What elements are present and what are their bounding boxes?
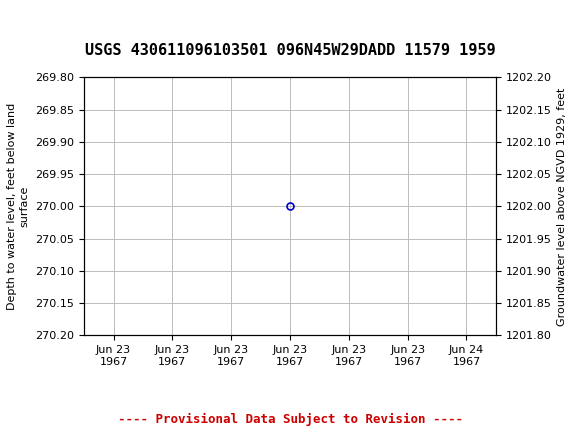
Text: ≋USGS: ≋USGS: [3, 10, 70, 31]
Text: USGS 430611096103501 096N45W29DADD 11579 1959: USGS 430611096103501 096N45W29DADD 11579…: [85, 43, 495, 58]
Text: ---- Provisional Data Subject to Revision ----: ---- Provisional Data Subject to Revisio…: [118, 413, 462, 426]
Y-axis label: Depth to water level, feet below land
surface: Depth to water level, feet below land su…: [6, 103, 30, 310]
Y-axis label: Groundwater level above NGVD 1929, feet: Groundwater level above NGVD 1929, feet: [557, 87, 567, 326]
